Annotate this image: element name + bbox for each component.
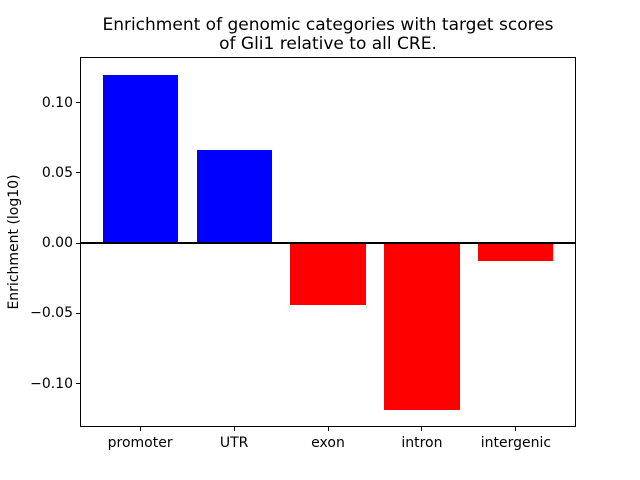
x-tick-label-intron: intron [401,435,443,451]
y-tick [76,242,80,244]
y-tick-label: 0.10 [41,94,73,111]
x-tick-label-UTR: UTR [219,435,249,451]
x-tick-UTR [233,427,235,431]
bar-intergenic [478,243,554,262]
x-tick-intergenic [515,427,517,431]
chart-title: Enrichment of genomic categories with ta… [102,15,554,54]
y-tick [76,102,80,104]
x-tick-promoter [139,427,141,431]
bar-exon [290,243,366,305]
y-tick-label: 0.00 [41,235,73,252]
x-tick-label-promoter: promoter [107,435,173,451]
y-tick [76,312,80,314]
x-tick-exon [327,427,329,431]
y-tick-label: −0.10 [30,375,73,392]
y-tick-label: −0.05 [30,305,73,322]
y-tick [76,383,80,384]
zero-baseline [80,241,576,245]
bar-UTR [196,150,272,244]
x-tick-label-exon: exon [311,435,345,451]
y-tick-label: 0.05 [41,164,73,181]
bar-intron [384,243,460,411]
x-tick-label-intergenic: intergenic [480,435,552,451]
y-tick [76,172,80,174]
bar-promoter [102,74,178,244]
x-tick-intron [421,427,423,431]
